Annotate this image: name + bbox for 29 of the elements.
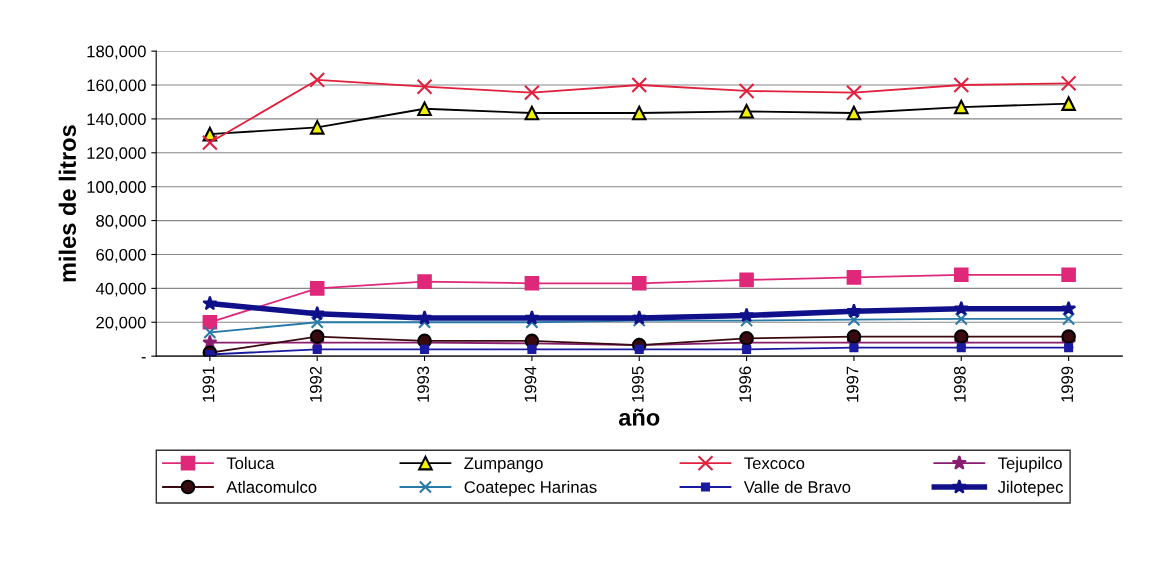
legend-label: Texcoco <box>744 457 805 470</box>
legend-label: Coatepec Harinas <box>464 480 597 497</box>
y-tick-label: 80,000 <box>96 214 146 229</box>
x-tick-label: 1992 <box>309 366 322 402</box>
legend-label: Tejupilco <box>998 456 1062 473</box>
x-tick-label: 1998 <box>953 366 966 402</box>
x-tick-label: 1991 <box>202 366 215 402</box>
legend-label: Toluca <box>226 456 275 470</box>
x-tick-label: 1993 <box>417 366 430 402</box>
x-tick-label: 1995 <box>631 366 644 402</box>
y-axis-title: miles de litros <box>58 125 77 282</box>
legend-label: Zumpango <box>464 457 543 473</box>
legend-label: Jilotepec <box>997 480 1063 497</box>
x-tick-label: 1994 <box>524 366 537 402</box>
legend-label: Atlacomulco <box>226 480 317 493</box>
y-tick-label: 140,000 <box>87 113 146 128</box>
x-tick-label: 1996 <box>739 366 752 402</box>
legend-label: Valle de Bravo <box>743 480 851 493</box>
y-tick-label: 120,000 <box>87 147 146 161</box>
y-tick-label: 60,000 <box>96 248 146 263</box>
y-tick-label: 180,000 <box>87 45 146 60</box>
y-tick-label: 40,000 <box>95 282 146 297</box>
x-axis-title: año <box>618 408 660 426</box>
x-tick-label: 1999 <box>1061 366 1074 402</box>
y-tick-label: 20,000 <box>96 316 146 331</box>
y-tick-label: 160,000 <box>87 79 146 94</box>
x-tick-label: 1997 <box>846 366 859 402</box>
y-tick-label: 100,000 <box>87 181 146 195</box>
y-tick-label: - <box>141 357 146 359</box>
